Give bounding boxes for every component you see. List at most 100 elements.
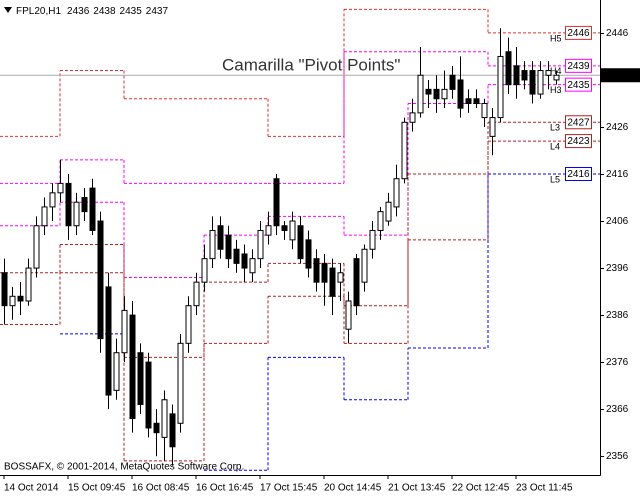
candle-body xyxy=(449,74,456,90)
candle-body xyxy=(441,88,448,100)
price-tag xyxy=(601,68,640,83)
candle-body xyxy=(321,262,328,283)
candle-body xyxy=(41,206,48,227)
candle-body xyxy=(401,121,408,180)
candle-body xyxy=(273,178,280,227)
candle-body xyxy=(17,295,24,302)
candle-body xyxy=(81,197,88,213)
candle-body xyxy=(457,79,464,109)
candle-body xyxy=(233,248,240,264)
candle-body xyxy=(153,422,160,434)
pivot-label-box xyxy=(565,77,592,92)
y-tick-label: 2416 xyxy=(606,169,629,180)
pivot-label: 2435 xyxy=(567,80,590,91)
close: 2437 xyxy=(146,6,169,17)
candle-body xyxy=(481,102,488,119)
low: 2435 xyxy=(120,6,143,17)
pivot-label: 2427 xyxy=(567,117,590,128)
y-tick-label: 2426 xyxy=(606,122,629,133)
menu-arrow[interactable] xyxy=(4,7,12,13)
candle-body xyxy=(553,74,560,81)
high: 2438 xyxy=(93,6,116,17)
candle-body xyxy=(249,258,256,274)
symbol: FPL20,H1 xyxy=(16,6,61,17)
candle-body xyxy=(433,88,440,100)
candle-body xyxy=(545,70,552,76)
pivot-label-box xyxy=(565,134,592,149)
pivot-label: 2416 xyxy=(567,169,590,180)
candle-body xyxy=(241,253,248,269)
x-tick-label: 16 Oct 08:45 xyxy=(132,483,190,494)
candle-body xyxy=(265,225,272,236)
pivot-label-box xyxy=(565,58,592,73)
candle-body xyxy=(137,352,144,405)
pivot-name: L5 xyxy=(550,174,560,184)
candle-body xyxy=(113,352,120,391)
y-tick-label: 2396 xyxy=(606,263,629,274)
candle-body xyxy=(489,117,496,137)
x-tick-label: 21 Oct 13:45 xyxy=(388,483,446,494)
candle-body xyxy=(521,70,528,81)
candle-body xyxy=(369,229,376,250)
candle-body xyxy=(105,286,112,396)
y-tick-label: 2446 xyxy=(606,28,629,39)
candle-body xyxy=(33,225,40,269)
x-tick-label: 17 Oct 15:45 xyxy=(260,483,318,494)
candle-body xyxy=(425,88,432,95)
y-tick-label: 2386 xyxy=(606,310,629,321)
pivot-label: 2439 xyxy=(567,61,590,72)
candle-body xyxy=(385,201,392,222)
candle-body xyxy=(465,98,472,104)
candle-body xyxy=(209,229,216,260)
candle-body xyxy=(289,220,296,241)
candle-body xyxy=(57,182,64,194)
x-tick-label: 23 Oct 11:45 xyxy=(516,483,573,494)
pivot-label-box xyxy=(565,167,592,182)
candle-body xyxy=(145,361,152,429)
candle-body xyxy=(121,309,128,354)
open: 2436 xyxy=(67,6,90,17)
candle-body xyxy=(377,211,384,231)
x-tick-label: 15 Oct 09:45 xyxy=(68,483,126,494)
pivot-name: L4 xyxy=(550,141,560,151)
candle-body xyxy=(129,314,136,420)
candle-body xyxy=(337,272,344,283)
chart-title: Camarilla "Pivot Points" xyxy=(222,55,400,74)
candle-body xyxy=(313,258,320,283)
candle-body xyxy=(353,258,360,307)
candle-body xyxy=(417,74,424,114)
candle-body xyxy=(177,342,184,424)
copyright: BOSSAFX, © 2001-2014, MetaQuotes Softwar… xyxy=(4,462,244,473)
y-tick-label: 2376 xyxy=(606,357,629,368)
candle-body xyxy=(257,229,264,260)
candle-body xyxy=(529,70,536,95)
x-tick-label: 20 Oct 14:45 xyxy=(324,483,382,494)
candle-body xyxy=(297,225,304,260)
candle-body xyxy=(225,234,232,260)
candle-body xyxy=(281,225,288,231)
candle-body xyxy=(89,187,96,231)
price-tag-label: 2437 xyxy=(604,70,627,81)
candle-body xyxy=(217,225,224,250)
x-tick-label: 16 Oct 16:45 xyxy=(196,483,254,494)
y-tick-label: 2366 xyxy=(606,404,629,415)
candle-body xyxy=(505,51,512,86)
y-tick-label: 2356 xyxy=(606,451,629,462)
candle-body xyxy=(473,98,480,104)
candle-body xyxy=(409,112,416,123)
candle-body xyxy=(65,182,72,227)
pivot-name: H5 xyxy=(550,33,562,43)
pivot-label: 2423 xyxy=(567,136,590,147)
candle-body xyxy=(161,399,168,438)
candle-body xyxy=(97,220,104,340)
candle-body xyxy=(185,305,192,344)
candle-body xyxy=(25,267,32,302)
candle-body xyxy=(361,248,368,283)
candle-body xyxy=(49,192,56,208)
pivot-name: L3 xyxy=(550,123,560,133)
candle-body xyxy=(169,413,176,448)
candle-body xyxy=(1,272,8,307)
candle-body xyxy=(329,267,336,297)
